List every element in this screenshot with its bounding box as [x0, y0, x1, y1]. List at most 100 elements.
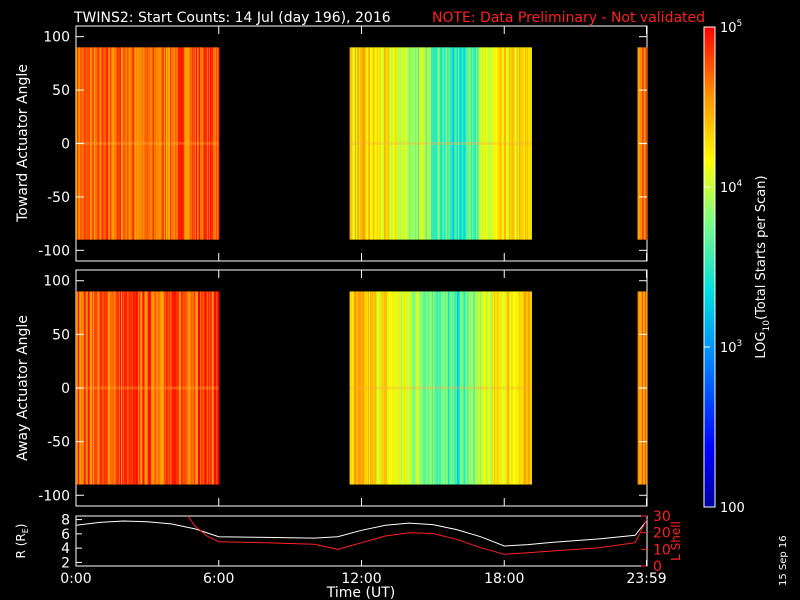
spectrogram-column-1-0 [138, 291, 140, 485]
panel-away: 100 50 0 -50 -100 Away Actuator Angle [15, 269, 648, 507]
spectrogram-column-0-1 [501, 47, 503, 240]
spectrogram-column-1-1 [487, 291, 490, 485]
spectrogram-column-0-1 [513, 47, 515, 240]
spectrogram-column-0-1 [435, 47, 437, 240]
spectrogram-column-1-0 [214, 291, 216, 485]
spectrogram-column-1-1 [499, 291, 501, 485]
spectrogram-column-1-0 [116, 291, 119, 485]
spectrogram-column-0-1 [422, 47, 424, 240]
spectrogram-column-0-0 [176, 47, 179, 240]
spectrogram-column-0-0 [154, 47, 156, 240]
spectrogram-column-0-1 [447, 47, 449, 240]
spectrogram-column-1-1 [366, 291, 369, 485]
spectrogram-column-1-1 [465, 291, 467, 485]
spectrogram-column-1-0 [184, 291, 186, 485]
spectrogram-column-0-1 [419, 47, 421, 240]
spectrogram-column-0-1 [448, 47, 450, 240]
spectrogram-column-1-1 [439, 291, 441, 485]
spectrogram-column-0-0 [142, 47, 144, 240]
spectrogram-column-1-0 [165, 291, 168, 485]
zero-angle-band-1-1 [349, 386, 532, 390]
panel-toward-ylabel: Toward Actuator Angle [15, 64, 31, 223]
spectrogram-column-0-1 [494, 47, 496, 240]
spectrogram-column-0-1 [473, 47, 476, 240]
spectrogram-column-0-1 [415, 47, 418, 240]
spectrogram-column-0-1 [436, 47, 438, 240]
spectrogram-column-1-0 [173, 291, 175, 485]
spectrogram-column-1-1 [418, 291, 420, 485]
spectrogram-column-0-1 [425, 47, 427, 240]
spectrogram-column-1-1 [372, 291, 374, 485]
orbit-left-tick-label: 4 [61, 541, 70, 557]
spectrogram-column-0-1 [373, 47, 375, 240]
spectrogram-column-0-1 [388, 47, 390, 240]
spectrogram-column-0-0 [148, 47, 151, 240]
spectrogram-column-0-1 [481, 47, 483, 240]
spectrogram-column-1-0 [190, 291, 192, 485]
spectrogram-column-1-1 [411, 291, 414, 485]
spectrogram-column-0-0 [153, 47, 155, 240]
spectrogram-column-1-1 [525, 291, 527, 485]
spectrogram-column-1-1 [392, 291, 394, 485]
spectrogram-column-1-0 [217, 291, 219, 485]
spectrogram-column-0-1 [376, 47, 378, 240]
spectrogram-column-0-0 [133, 47, 136, 240]
spectrogram-column-0-0 [165, 47, 168, 240]
spectrogram-column-1-1 [397, 291, 400, 485]
spectrogram-column-1-1 [395, 291, 398, 485]
spectrogram-column-1-0 [124, 291, 126, 485]
spectrogram-column-0-1 [361, 47, 363, 240]
spectrogram-column-1-0 [208, 291, 211, 485]
spectrogram-column-0-1 [375, 47, 377, 240]
spectrogram-column-0-0 [168, 47, 170, 240]
spectrogram-column-1-1 [477, 291, 479, 485]
spectrogram-column-0-1 [359, 47, 361, 240]
spectrogram-column-0-0 [127, 47, 129, 240]
spectrogram-column-0-1 [390, 47, 392, 240]
spectrogram-column-1-0 [154, 291, 156, 485]
spectrogram-column-0-1 [530, 47, 532, 240]
spectrogram-column-0-0 [179, 47, 182, 240]
spectrogram-column-1-1 [419, 291, 421, 485]
spectrogram-column-1-1 [475, 291, 478, 485]
spectrogram-column-0-1 [471, 47, 474, 240]
spectrogram-column-1-1 [388, 291, 390, 485]
spectrogram-column-0-1 [430, 47, 433, 240]
spectrogram-column-1-1 [437, 291, 439, 485]
spectrogram-column-0-1 [409, 47, 411, 240]
spectrogram-column-1-1 [350, 291, 353, 485]
spectrogram-column-1-0 [94, 291, 96, 485]
spectrogram-column-0-1 [499, 47, 501, 240]
orbit-right-ylabel: L Shell [669, 521, 683, 561]
spectrogram-column-0-1 [399, 47, 402, 240]
spectrogram-column-0-0 [164, 47, 167, 240]
spectrogram-column-1-1 [428, 291, 431, 485]
spectrogram-column-0-0 [217, 47, 219, 240]
spectrogram-column-1-0 [164, 291, 167, 485]
spectrogram-column-0-1 [445, 47, 448, 240]
spectrogram-column-1-1 [483, 291, 485, 485]
spectrogram-column-1-0 [123, 291, 125, 485]
spectrogram-column-1-0 [150, 291, 153, 485]
spectrogram-column-1-1 [469, 291, 471, 485]
spectrogram-column-1-1 [517, 291, 520, 485]
spectrogram-column-1-1 [402, 291, 404, 485]
spectrogram-column-0-1 [462, 47, 464, 240]
spectrogram-column-0-1 [433, 47, 435, 240]
spectrogram-column-1-1 [530, 291, 532, 485]
spectrogram-column-0-1 [526, 47, 528, 240]
spectrogram-column-1-0 [204, 291, 206, 485]
spectrogram-column-0-1 [444, 47, 447, 240]
spectrogram-column-0-1 [470, 47, 472, 240]
spectrogram-column-1-1 [467, 291, 469, 485]
spectrogram-column-0-0 [87, 47, 90, 240]
spectrogram-column-1-1 [354, 291, 357, 485]
spectrogram-column-0-1 [450, 47, 452, 240]
spectrogram-column-1-1 [414, 291, 417, 485]
spectrogram-column-0-0 [130, 47, 132, 240]
spectrogram-column-1-1 [494, 291, 496, 485]
spectrogram-column-1-1 [519, 291, 522, 485]
spectrogram-column-0-1 [449, 47, 451, 240]
y-tick-label: -50 [47, 435, 70, 451]
spectrogram-column-1-1 [445, 291, 448, 485]
